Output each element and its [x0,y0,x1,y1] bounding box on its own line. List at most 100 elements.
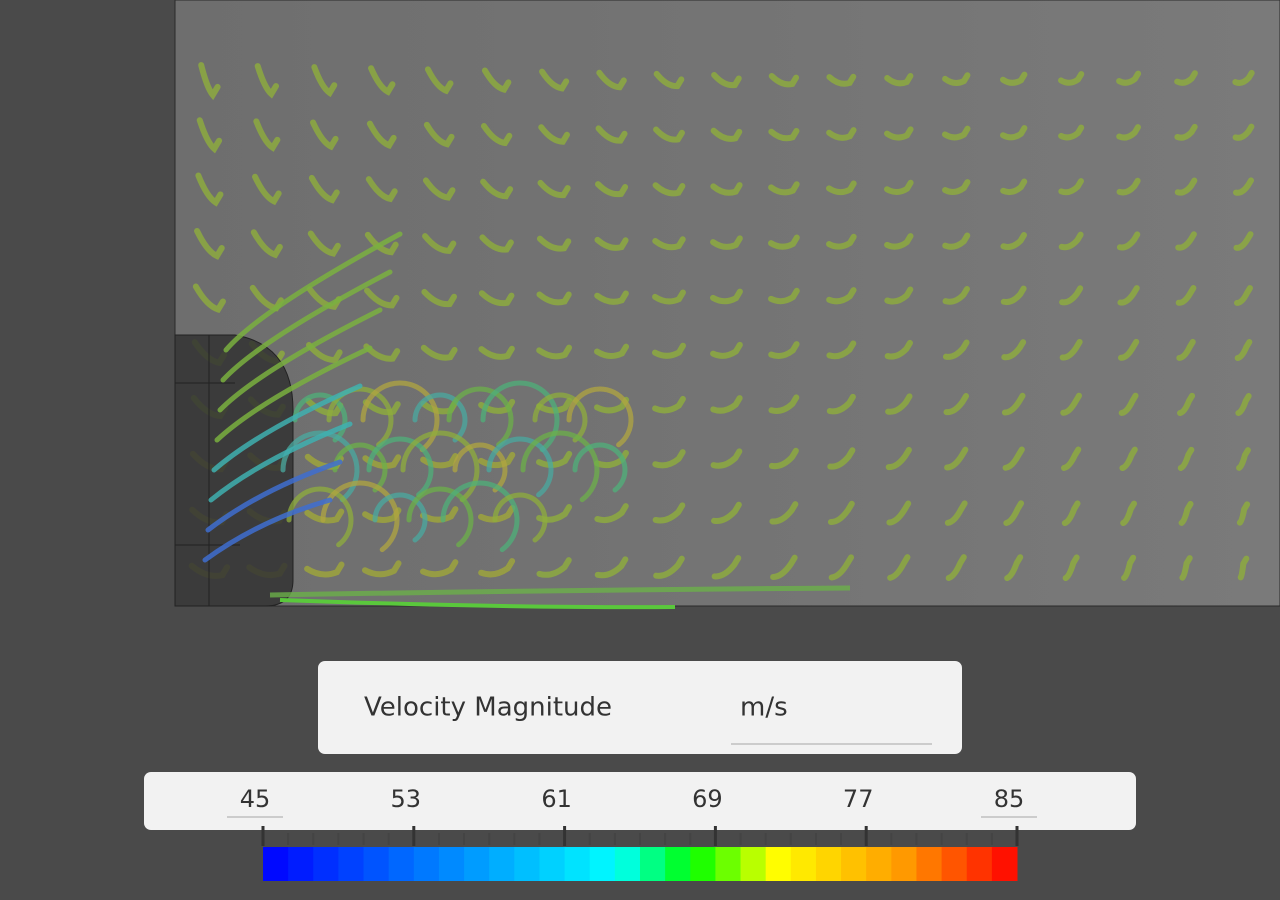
streamline [269,585,851,598]
color-band [288,847,314,881]
vector-glyph [768,341,800,359]
vector-glyph [1234,285,1253,306]
vortex-loop [572,442,628,493]
vector-glyph [652,502,686,524]
color-band [866,847,892,881]
vector-glyph [1002,446,1025,471]
color-band [715,847,742,881]
vector-glyph [942,179,971,195]
vector-glyph [884,72,914,87]
vector-glyph [536,235,572,252]
vector-glyph [595,125,628,144]
tick-label[interactable]: 85 [994,785,1025,813]
color-band [514,847,540,881]
vector-glyph [1060,392,1083,416]
vector-glyph [653,126,685,143]
vector-glyph [362,507,402,523]
vector-glyph [652,182,686,197]
vector-glyph [594,181,629,198]
color-band [539,847,566,881]
vector-glyph [1001,339,1027,361]
vector-glyph [710,395,743,414]
vector-glyph [652,342,686,359]
vector-glyph [1175,231,1197,251]
color-band [464,847,490,881]
vector-glyph [307,230,341,257]
vector-glyph [1232,69,1255,86]
streamline [208,421,353,503]
vector-glyph [1119,446,1138,472]
vector-glyph [594,503,629,524]
vector-glyph [422,233,457,254]
tick-label[interactable]: 45 [240,785,271,813]
vector-glyph [423,121,455,148]
color-band [589,847,616,881]
vector-glyph [539,68,570,92]
color-band [790,847,817,881]
vector-glyph [1000,71,1028,86]
vector-glyph [1235,393,1252,416]
color-band [263,847,289,881]
vector-glyph [1058,231,1084,251]
vector-glyph [884,126,914,141]
streamline [205,459,343,533]
vortex-loop [520,430,600,503]
legend-title-panel [318,661,962,754]
vector-glyph [1058,71,1085,86]
tick-label: 77 [843,785,874,813]
vector-glyph [1118,338,1140,361]
vector-glyph [1058,178,1084,196]
color-band [966,847,993,881]
vector-glyph [306,286,342,310]
vector-glyph [1177,446,1195,472]
vector-glyph [368,65,396,96]
vector-glyph [884,286,914,305]
vector-glyph [308,174,340,204]
vector-glyph [770,554,798,581]
vector-glyph [943,393,969,416]
vector-glyph [711,501,742,525]
vector-glyph [710,448,743,469]
vector-glyph [1116,124,1141,141]
legend-unit[interactable]: m/s [740,693,788,723]
vector-glyph [887,554,911,581]
vector-glyph [254,63,279,99]
vector-glyph [594,396,630,414]
vector-glyph [768,447,799,470]
vector-glyph [652,236,686,251]
vector-glyph [1116,70,1142,86]
vector-glyph [478,558,516,578]
vector-glyph [942,285,970,305]
vector-glyph [828,554,855,581]
vector-glyph [768,234,800,250]
vector-glyph [536,344,573,360]
vector-glyph [304,561,345,578]
vector-glyph [536,504,573,523]
vector-glyph [652,289,686,305]
vector-glyph [536,291,572,306]
vector-glyph [420,559,459,578]
vector-glyph [420,453,459,469]
vector-glyph [194,227,225,260]
vector-glyph [826,73,857,87]
vector-glyph [366,120,397,150]
vector-glyph [1000,232,1027,251]
streamline [211,383,363,473]
color-band [740,847,767,881]
vortex-loop [372,492,428,543]
vector-glyph [1000,285,1027,306]
vector-glyph [768,394,800,414]
vector-glyph [945,554,967,582]
vector-glyph [768,127,800,142]
vector-glyph [481,67,512,93]
vector-glyph [710,127,743,142]
body-geometry[interactable] [174,334,294,607]
color-band [815,847,842,881]
vector-glyph [1062,554,1080,582]
color-band [388,847,415,881]
vortex-loop [440,480,520,553]
vector-glyph [198,62,221,101]
tick-label-panel [144,772,1136,830]
color-band [941,847,968,881]
vector-glyph [1116,231,1141,251]
